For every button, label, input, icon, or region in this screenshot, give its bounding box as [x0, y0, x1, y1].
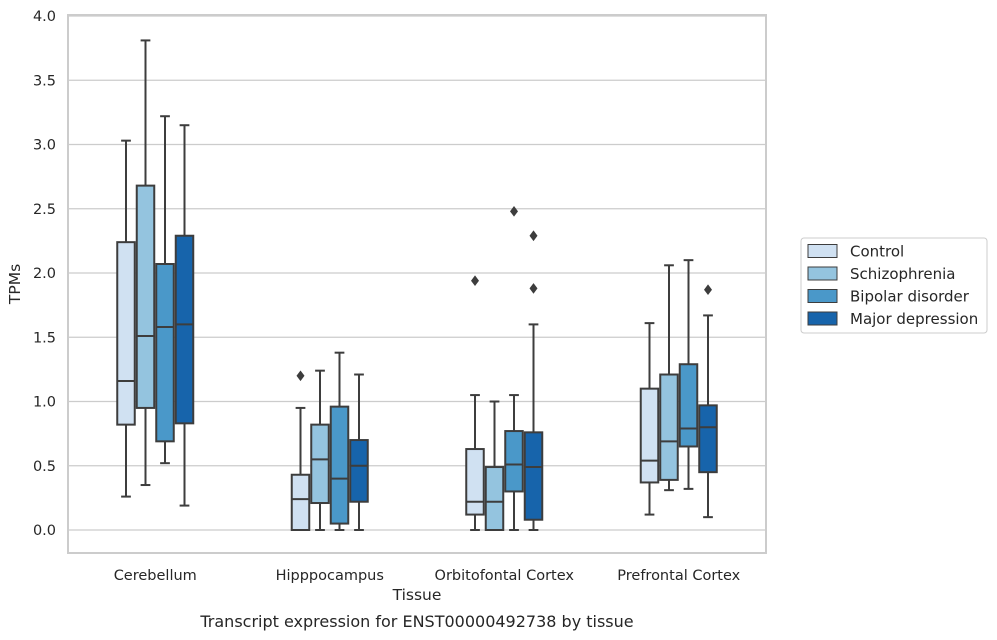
box-group [504, 205, 524, 531]
box-group [639, 322, 660, 516]
y-tick-label: 0.5 [33, 459, 56, 475]
outlier-point [510, 205, 518, 217]
box-group [659, 264, 679, 492]
box-group [465, 275, 485, 531]
y-tick-label: 1.5 [33, 330, 56, 346]
box-body [135, 184, 156, 409]
box-body [678, 363, 699, 448]
box-body [698, 404, 718, 474]
box-group [523, 230, 544, 531]
box-group [698, 284, 718, 519]
box-body [174, 234, 195, 425]
legend-label: Major depression [850, 310, 978, 328]
y-tick-label: 3.0 [33, 138, 56, 154]
box-group [174, 124, 195, 507]
box-body [639, 387, 660, 484]
x-tick-label: Cerebellum [114, 568, 197, 584]
box-body [116, 241, 136, 426]
box-group [155, 115, 175, 465]
box-group [135, 39, 156, 487]
legend-swatch [807, 244, 838, 258]
legend-swatch [807, 289, 838, 303]
plot-area-frame [67, 14, 767, 554]
box-body [504, 430, 524, 493]
legend: Control Schizophrenia Bipolar disorder Majo… [800, 237, 988, 334]
box-group [116, 139, 136, 498]
x-axis-label: Tissue [392, 586, 442, 604]
y-tick-label: 0.0 [33, 523, 56, 539]
boxes [116, 39, 718, 532]
y-axis-label: TPMs [6, 264, 24, 305]
y-tick-label: 3.5 [33, 73, 56, 89]
x-tick-label: Prefrontal Cortex [617, 568, 740, 584]
box-group [484, 400, 505, 532]
legend-frame [800, 237, 988, 334]
legend-swatch [807, 266, 838, 281]
y-tick-label: 2.0 [33, 266, 56, 282]
box-body [155, 263, 175, 443]
box-body [310, 423, 330, 505]
box-body [329, 405, 350, 525]
outlier-point [471, 275, 479, 287]
box-body [523, 431, 544, 521]
chart-caption: Transcript expression for ENST0000049273… [199, 612, 633, 631]
x-tick-label: Orbitofontal Cortex [435, 568, 575, 584]
box-group [329, 351, 350, 531]
legend-label: Schizophrenia [850, 265, 955, 283]
y-tick-label: 2.5 [33, 202, 56, 218]
x-tick-label: Hipppocampus [276, 568, 384, 584]
box-group [310, 369, 330, 531]
outlier-point [704, 284, 712, 296]
legend-swatch [807, 311, 838, 326]
box-body [465, 448, 485, 516]
x-tick-labels: Cerebellum Hipppocampus Orbitofontal Corte… [114, 568, 741, 584]
outlier-point [296, 370, 305, 382]
y-tick-label: 1.0 [33, 395, 56, 411]
y-tick-labels: 0.0 0.5 1.0 1.5 2.0 2.5 3.0 3.5 4.0 [33, 9, 56, 539]
box-group [290, 370, 311, 531]
legend-label: Bipolar disorder [850, 288, 970, 306]
box-group [678, 259, 699, 490]
y-tick-label: 4.0 [33, 9, 56, 25]
box-group [349, 373, 369, 531]
outlier-point [529, 230, 538, 242]
box-body [349, 439, 369, 503]
box-body [290, 473, 311, 531]
outlier-point [529, 283, 538, 294]
legend-label: Control [850, 243, 904, 261]
box-body [484, 466, 505, 532]
box-body [659, 373, 679, 481]
